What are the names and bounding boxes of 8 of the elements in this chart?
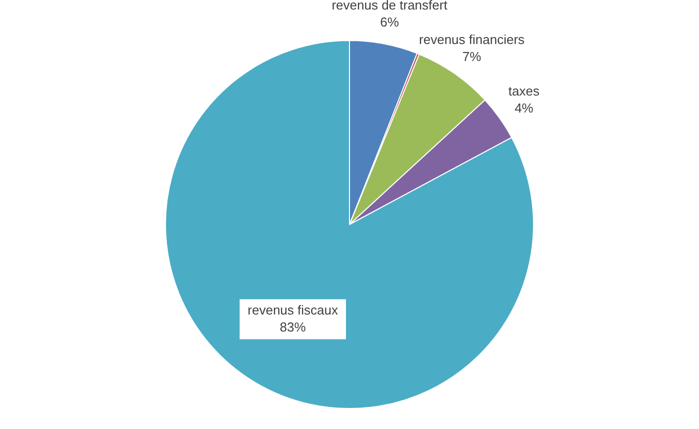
data-label: 4% <box>514 100 534 116</box>
slice-label: taxes <box>508 84 540 99</box>
data-label: 83% <box>280 319 306 334</box>
slice-label: revenus de transfert <box>332 0 448 12</box>
data-label: 6% <box>380 14 400 30</box>
data-label: 7% <box>462 48 482 64</box>
slice-label: revenus financiers <box>419 32 526 47</box>
slice-label: revenus fiscaux <box>248 302 338 318</box>
